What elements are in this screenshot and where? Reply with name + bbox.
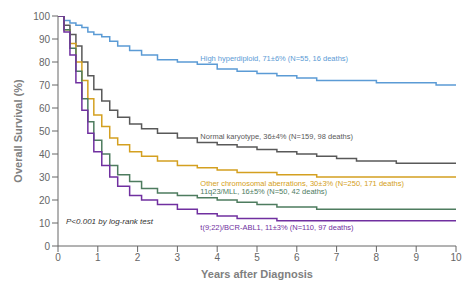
svg-text:30: 30 [39,172,51,183]
svg-text:90: 90 [39,34,51,45]
svg-text:60: 60 [39,103,51,114]
svg-text:3: 3 [175,252,181,263]
svg-text:7: 7 [334,252,340,263]
svg-text:8: 8 [374,252,380,263]
svg-text:0: 0 [55,252,61,263]
svg-text:Normal karyotype, 36±4% (N=159: Normal karyotype, 36±4% (N=159, 98 death… [200,132,353,141]
svg-text:High hyperdiploid, 71±6% (N=55: High hyperdiploid, 71±6% (N=55, 16 death… [200,54,348,63]
svg-text:Years after Diagnosis: Years after Diagnosis [201,268,313,280]
svg-text:t(9;22)/BCR-ABL1, 11±3% (N=110: t(9;22)/BCR-ABL1, 11±3% (N=110, 97 death… [200,223,354,232]
svg-text:10: 10 [39,218,51,229]
svg-text:70: 70 [39,80,51,91]
svg-text:50: 50 [39,126,51,137]
svg-text:11q23/MLL, 16±5% (N=50, 42 dea: 11q23/MLL, 16±5% (N=50, 42 deaths) [200,187,327,196]
svg-text:40: 40 [39,149,51,160]
svg-text:4: 4 [214,252,220,263]
svg-text:2: 2 [135,252,141,263]
svg-text:9: 9 [413,252,419,263]
svg-text:10: 10 [450,252,462,263]
svg-text:0: 0 [44,241,50,252]
svg-text:1: 1 [95,252,101,263]
svg-text:100: 100 [33,11,50,22]
html-text:P<0.001 by log-rank test: P<0.001 by log-rank test [66,217,153,226]
svg-text:6: 6 [294,252,300,263]
svg-text:80: 80 [39,57,51,68]
svg-text:Other chromosomal aberrations,: Other chromosomal aberrations, 30±3% (N=… [200,178,404,188]
svg-text:5: 5 [254,252,260,263]
svg-text:Overall Survival (%): Overall Survival (%) [12,79,24,183]
svg-text:20: 20 [39,195,51,206]
